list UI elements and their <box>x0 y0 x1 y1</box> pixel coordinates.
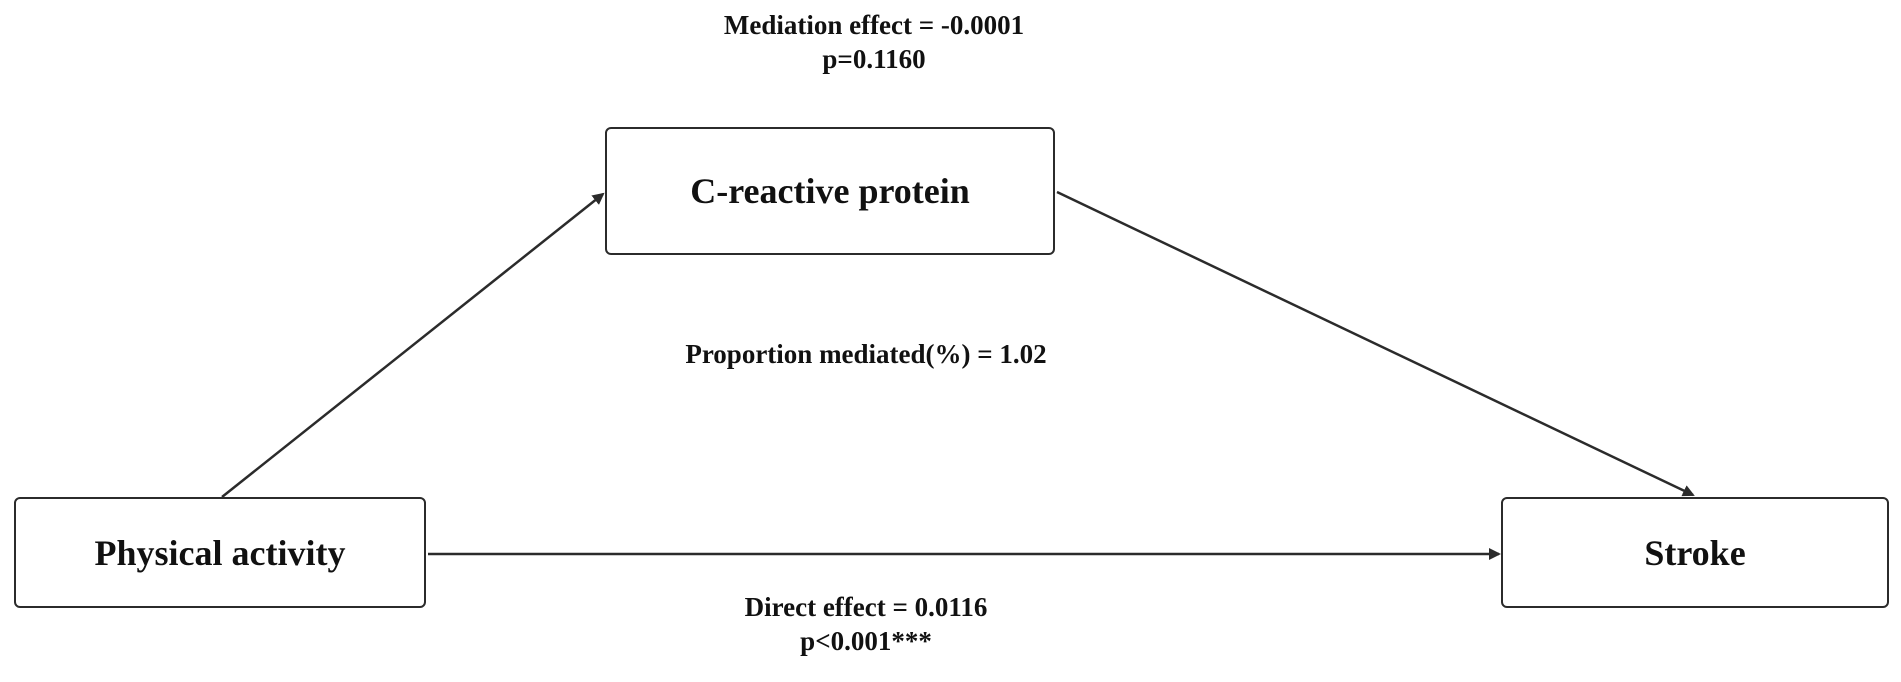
proportion-mediated-value: Proportion mediated(%) = 1.02 <box>685 339 1047 369</box>
outcome-node-label: Stroke <box>1644 532 1746 573</box>
edge-exposure-to-mediator-arrow <box>221 192 605 498</box>
mediator-node: C-reactive protein <box>605 127 1055 255</box>
exposure-node: Physical activity <box>14 497 426 608</box>
direct-effect-p-value: p<0.001*** <box>800 626 932 656</box>
proportion-mediated-label: Proportion mediated(%) = 1.02 <box>685 337 1046 371</box>
direct-effect-label: Direct effect = 0.0116 p<0.001*** <box>745 590 988 658</box>
outcome-node: Stroke <box>1501 497 1889 608</box>
edge-mediator-to-outcome-arrow <box>1056 190 1695 497</box>
mediator-node-label: C-reactive protein <box>690 171 970 211</box>
mediation-effect-label: Mediation effect = -0.0001 p=0.1160 <box>724 8 1024 76</box>
mediation-effect-p-value: p=0.1160 <box>822 44 926 74</box>
direct-effect-value: Direct effect = 0.0116 <box>744 592 988 622</box>
mediation-effect-value: Mediation effect = -0.0001 <box>723 10 1025 40</box>
exposure-node-label: Physical activity <box>94 532 346 573</box>
